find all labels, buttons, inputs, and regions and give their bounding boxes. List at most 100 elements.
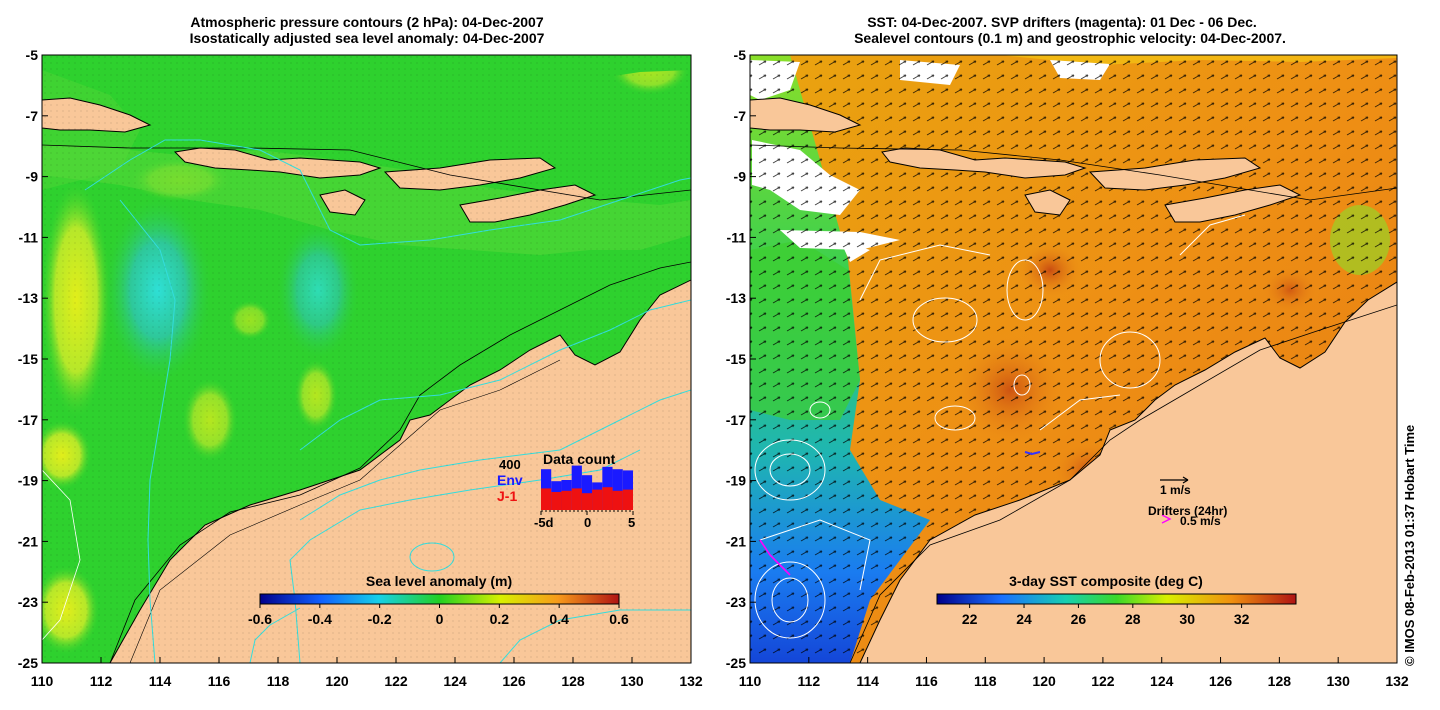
inset-env-label: Env: [497, 472, 523, 488]
x-tick-label: 116: [915, 673, 938, 689]
sumba-island: [1024, 189, 1071, 216]
sla-colorbar-label: Sea level anomaly (m): [365, 573, 513, 589]
x-tick-label: 120: [1032, 673, 1056, 689]
j1-count-bar: [561, 490, 572, 510]
env-count-bar: [571, 465, 582, 510]
y-tick-label: -17: [18, 412, 38, 428]
y-tick-label: -15: [18, 351, 38, 367]
inset-x-label-right: 5: [628, 515, 636, 530]
inset-x-label-left: -5d: [534, 515, 554, 530]
imos-credit: © IMOS 08-Feb-2013 01:37 Hobart Time: [1402, 424, 1417, 666]
sst-colorbar: [936, 593, 1297, 605]
y-tick-label: -7: [734, 108, 747, 124]
x-tick-label: 122: [384, 673, 408, 689]
drifter-track: [1024, 451, 1041, 456]
j1-count-bar: [581, 493, 593, 510]
colorbar-tick-label: 26: [1071, 611, 1087, 627]
x-tick-label: 112: [798, 673, 821, 689]
right-axes: 110 112 114 116 118 120 122 124 126 128 130 132 -5 -7…: [726, 47, 1409, 689]
java-island: [750, 97, 862, 133]
right-title-line2: Sealevel contours (0.1 m) and geostrophi…: [854, 30, 1286, 46]
x-tick-label: 114: [856, 673, 879, 689]
x-tick-label: 114: [149, 673, 172, 689]
colorbar-tick-label: -0.2: [368, 611, 392, 627]
j1-count-bar: [571, 488, 582, 510]
y-tick-label: -11: [727, 229, 747, 245]
x-tick-label: 128: [561, 673, 585, 689]
j1-count-bar: [622, 489, 633, 510]
y-tick-label: -11: [19, 229, 39, 245]
y-tick-label: -5: [26, 47, 39, 63]
left-title-line2: Isostatically adjusted sea level anomaly…: [189, 30, 545, 46]
j1-count-bar: [592, 489, 603, 510]
y-tick-label: -19: [18, 473, 38, 489]
x-tick-label: 128: [1268, 673, 1292, 689]
colorbar-tick-label: 32: [1234, 611, 1250, 627]
sst-colorbar-ticks: 22 24 26 28 30 32: [962, 604, 1250, 627]
velocity-legend-label: 1 m/s: [1160, 483, 1191, 497]
left-axes: 110 112 114 116 118 120 122 124 126 128 130 132 -5 -7…: [18, 47, 703, 689]
x-tick-label: 126: [502, 673, 526, 689]
y-tick-label: -13: [726, 290, 746, 306]
x-tick-label: 112: [90, 673, 113, 689]
inset-max-label: 400: [499, 457, 521, 472]
flores-island: [1088, 157, 1262, 191]
x-tick-label: 118: [267, 673, 290, 689]
y-tick-label: -23: [726, 594, 746, 610]
inset-j1-label: J-1: [497, 488, 518, 504]
y-tick-label: -19: [726, 473, 746, 489]
sea-level-contours: [754, 214, 1246, 639]
sla-colorbar-ticks: -0.6 -0.4 -0.2 0 0.2 0.4 0.6: [248, 604, 629, 627]
x-tick-label: 132: [679, 673, 703, 689]
sst-map[interactable]: [750, 55, 1397, 663]
colorbar-tick-label: 22: [962, 611, 978, 627]
y-tick-label: -21: [18, 533, 38, 549]
colorbar-tick-label: 0: [436, 611, 444, 627]
timor-island: [1164, 184, 1302, 223]
drifter-legend-marker: [1161, 514, 1172, 524]
env-count-bar: [581, 475, 593, 510]
x-tick-label: 130: [620, 673, 644, 689]
left-title-line1: Atmospheric pressure contours (2 hPa): 0…: [190, 14, 544, 30]
colorbar-tick-label: 30: [1179, 611, 1195, 627]
drifters-legend-label: Drifters (24hr): [1148, 504, 1228, 518]
colorbar-tick-label: -0.4: [308, 611, 332, 627]
colorbar-tick-label: 0.4: [549, 611, 569, 627]
j1-count-bar: [551, 492, 562, 510]
env-count-bar: [612, 469, 623, 510]
velocity-legend-arrow: [1160, 476, 1189, 484]
y-tick-label: -15: [726, 351, 746, 367]
nusa-tenggara-chain: [881, 147, 1087, 179]
y-tick-label: -23: [18, 594, 38, 610]
inset-x-label-mid: 0: [584, 515, 592, 530]
j1-count-bar: [602, 487, 613, 510]
x-tick-label: 120: [325, 673, 349, 689]
colorbar-tick-label: 24: [1016, 611, 1032, 627]
y-tick-label: -5: [734, 47, 747, 63]
australia-mainland: [859, 281, 1397, 663]
x-tick-label: 124: [1150, 673, 1174, 689]
y-tick-label: -9: [26, 169, 39, 185]
drifter-track: [759, 539, 791, 576]
x-tick-label: 118: [974, 673, 997, 689]
x-tick-label: 110: [31, 673, 54, 689]
y-tick-label: -17: [726, 412, 746, 428]
x-tick-label: 116: [208, 673, 231, 689]
colorbar-tick-label: 0.2: [490, 611, 510, 627]
colorbar-tick-label: 0.6: [609, 611, 629, 627]
x-tick-label: 122: [1091, 673, 1115, 689]
inset-title: Data count: [543, 451, 616, 467]
y-tick-label: -7: [26, 108, 39, 124]
right-title-line1: SST: 04-Dec-2007. SVP drifters (magenta)…: [867, 14, 1257, 30]
x-tick-label: 110: [739, 673, 762, 689]
land: [750, 97, 1397, 663]
colorbar-tick-label: 28: [1125, 611, 1141, 627]
sea-level-anomaly-map[interactable]: [32, 45, 691, 663]
x-tick-label: 126: [1209, 673, 1233, 689]
y-tick-label: -25: [18, 655, 38, 671]
colorbar-tick-label: -0.6: [248, 611, 272, 627]
sst-colorbar-label: 3-day SST composite (deg C): [1009, 573, 1203, 589]
j1-count-bar: [612, 490, 623, 510]
j1-count-bar: [541, 488, 552, 510]
